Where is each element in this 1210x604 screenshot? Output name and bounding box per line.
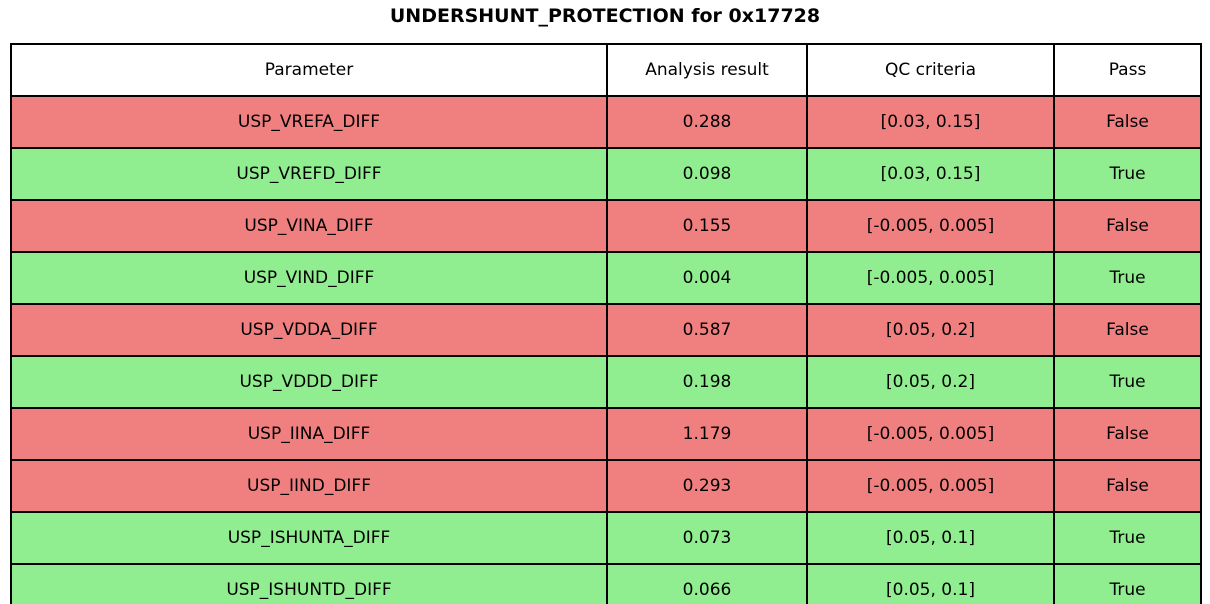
cell-pass: False	[1053, 407, 1202, 461]
column-header-analysis-result: Analysis result	[606, 43, 808, 97]
cell-analysis-result: 0.073	[606, 511, 808, 565]
cell-pass: False	[1053, 459, 1202, 513]
cell-pass: False	[1053, 303, 1202, 357]
cell-qc-criteria: [0.03, 0.15]	[806, 147, 1055, 201]
cell-qc-criteria: [-0.005, 0.005]	[806, 459, 1055, 513]
cell-analysis-result: 0.004	[606, 251, 808, 305]
cell-pass: True	[1053, 147, 1202, 201]
cell-parameter: USP_VINA_DIFF	[10, 199, 608, 253]
table-header-row: Parameter Analysis result QC criteria Pa…	[10, 43, 1202, 97]
table-row: USP_ISHUNTA_DIFF 0.073 [0.05, 0.1] True	[10, 511, 1202, 565]
table-row: USP_IIND_DIFF 0.293 [-0.005, 0.005] False	[10, 459, 1202, 513]
table-row: USP_VREFD_DIFF 0.098 [0.03, 0.15] True	[10, 147, 1202, 201]
cell-pass: True	[1053, 511, 1202, 565]
cell-pass: False	[1053, 199, 1202, 253]
column-header-pass: Pass	[1053, 43, 1202, 97]
cell-parameter: USP_ISHUNTA_DIFF	[10, 511, 608, 565]
cell-pass: True	[1053, 251, 1202, 305]
cell-parameter: USP_IIND_DIFF	[10, 459, 608, 513]
cell-qc-criteria: [0.05, 0.1]	[806, 511, 1055, 565]
table-row: USP_VIND_DIFF 0.004 [-0.005, 0.005] True	[10, 251, 1202, 305]
column-header-parameter: Parameter	[10, 43, 608, 97]
cell-qc-criteria: [0.05, 0.2]	[806, 303, 1055, 357]
cell-analysis-result: 0.066	[606, 563, 808, 604]
cell-analysis-result: 0.293	[606, 459, 808, 513]
table-body: USP_VREFA_DIFF 0.288 [0.03, 0.15] False USP_…	[10, 95, 1202, 604]
cell-parameter: USP_ISHUNTD_DIFF	[10, 563, 608, 604]
cell-analysis-result: 0.098	[606, 147, 808, 201]
table-row: USP_ISHUNTD_DIFF 0.066 [0.05, 0.1] True	[10, 563, 1202, 604]
cell-parameter: USP_VREFA_DIFF	[10, 95, 608, 149]
page-title: UNDERSHUNT_PROTECTION for 0x17728	[389, 5, 821, 27]
cell-analysis-result: 0.587	[606, 303, 808, 357]
cell-analysis-result: 0.288	[606, 95, 808, 149]
cell-parameter: USP_VREFD_DIFF	[10, 147, 608, 201]
cell-qc-criteria: [0.05, 0.2]	[806, 355, 1055, 409]
table-row: USP_VDDA_DIFF 0.587 [0.05, 0.2] False	[10, 303, 1202, 357]
cell-parameter: USP_VDDA_DIFF	[10, 303, 608, 357]
table-row: USP_IINA_DIFF 1.179 [-0.005, 0.005] False	[10, 407, 1202, 461]
cell-qc-criteria: [-0.005, 0.005]	[806, 251, 1055, 305]
cell-analysis-result: 0.198	[606, 355, 808, 409]
table-row: USP_VINA_DIFF 0.155 [-0.005, 0.005] False	[10, 199, 1202, 253]
cell-parameter: USP_IINA_DIFF	[10, 407, 608, 461]
cell-qc-criteria: [0.03, 0.15]	[806, 95, 1055, 149]
cell-qc-criteria: [0.05, 0.1]	[806, 563, 1055, 604]
qc-results-table: Parameter Analysis result QC criteria Pa…	[10, 43, 1202, 604]
table-row: USP_VREFA_DIFF 0.288 [0.03, 0.15] False	[10, 95, 1202, 149]
column-header-qc-criteria: QC criteria	[806, 43, 1055, 97]
cell-analysis-result: 0.155	[606, 199, 808, 253]
cell-parameter: USP_VDDD_DIFF	[10, 355, 608, 409]
cell-analysis-result: 1.179	[606, 407, 808, 461]
cell-parameter: USP_VIND_DIFF	[10, 251, 608, 305]
cell-pass: True	[1053, 563, 1202, 604]
cell-qc-criteria: [-0.005, 0.005]	[806, 199, 1055, 253]
table-row: USP_VDDD_DIFF 0.198 [0.05, 0.2] True	[10, 355, 1202, 409]
cell-qc-criteria: [-0.005, 0.005]	[806, 407, 1055, 461]
cell-pass: True	[1053, 355, 1202, 409]
cell-pass: False	[1053, 95, 1202, 149]
